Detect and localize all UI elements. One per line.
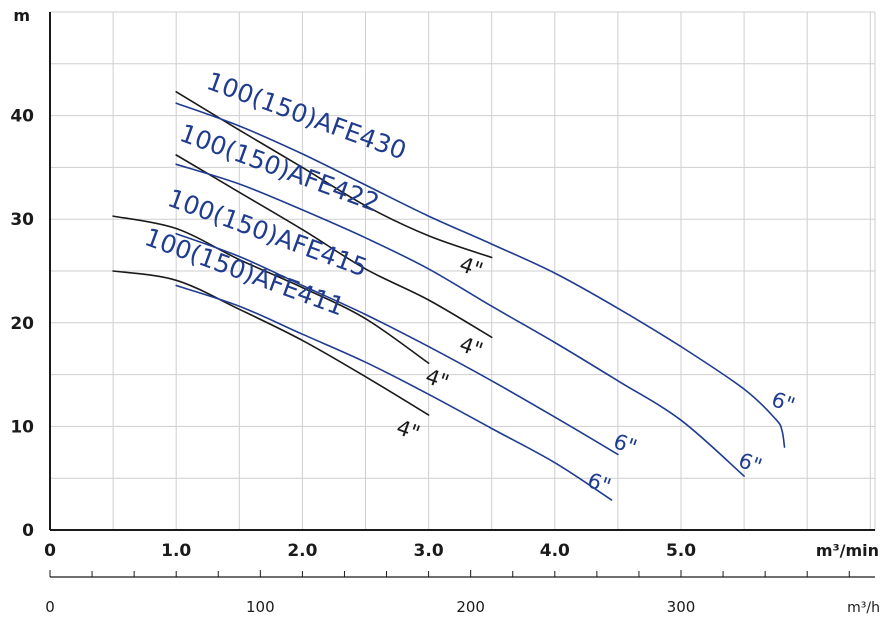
curve-size-label: 6" [584, 468, 614, 498]
curve-size-label: 6" [610, 429, 640, 459]
secondary-x-tick-label: 100 [246, 598, 275, 616]
secondary-x-tick-label: 300 [667, 598, 696, 616]
y-tick-label: 20 [10, 314, 34, 334]
secondary-x-tick-label: 0 [45, 598, 55, 616]
y-tick-label: 0 [22, 521, 34, 541]
grid [50, 11, 876, 530]
curve-size-label: 4" [456, 252, 486, 282]
secondary-x-axis-unit: m³/h [847, 600, 880, 616]
x-tick-label: 2.0 [287, 541, 317, 561]
y-tick-label: 30 [10, 210, 34, 230]
curve-6in [175, 232, 619, 456]
curve-size-label: 4" [456, 332, 486, 362]
curve-4in [175, 154, 493, 339]
x-axis-unit: m³/min [816, 541, 879, 560]
x-tick-label: 4.0 [540, 541, 570, 561]
curve-4in [175, 91, 493, 259]
curve-size-label: 6" [735, 448, 765, 478]
x-tick-label: 1.0 [161, 541, 191, 561]
curves [112, 91, 786, 501]
curve-4in [112, 215, 430, 364]
y-tick-label: 40 [10, 107, 34, 127]
curve-size-label: 4" [422, 364, 452, 394]
curve-size-label: 4" [393, 415, 423, 445]
curve-4in [112, 270, 430, 416]
curve-size-label: 6" [768, 387, 798, 417]
curve-6in [175, 163, 745, 477]
tick-labels: 0 10 20 30 40 m 0 1.0 2.0 3.0 4.0 5.0 m³/min 0 100 200 3… [10, 6, 880, 616]
curve-6in [175, 102, 786, 448]
axes [49, 12, 875, 578]
y-axis-unit: m [13, 6, 30, 25]
x-tick-label: 3.0 [414, 541, 444, 561]
x-tick-label: 5.0 [666, 541, 696, 561]
y-tick-label: 10 [10, 417, 34, 437]
secondary-x-tick-label: 200 [456, 598, 485, 616]
x-tick-label: 0 [44, 541, 56, 561]
curve-6in [175, 284, 613, 501]
